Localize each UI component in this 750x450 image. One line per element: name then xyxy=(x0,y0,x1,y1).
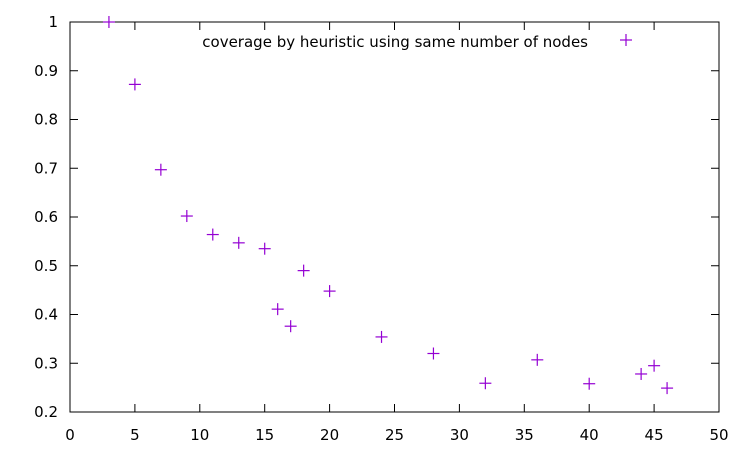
data-points xyxy=(102,16,674,395)
x-tick-label: 20 xyxy=(320,426,339,444)
data-point xyxy=(661,382,674,395)
data-point xyxy=(180,210,193,223)
data-point xyxy=(531,353,544,366)
data-point xyxy=(479,377,492,390)
data-point xyxy=(284,320,297,333)
data-point xyxy=(154,163,167,176)
data-point xyxy=(375,330,388,343)
legend-plus-marker xyxy=(620,34,632,46)
data-point xyxy=(271,303,284,316)
data-point xyxy=(323,285,336,298)
y-tick-label: 0.5 xyxy=(34,257,58,275)
y-tick-label: 0.4 xyxy=(34,306,58,324)
data-point xyxy=(648,359,661,372)
x-tick-label: 30 xyxy=(450,426,469,444)
data-point xyxy=(206,228,219,241)
y-tick-label: 0.9 xyxy=(34,62,58,80)
data-point xyxy=(427,347,440,360)
data-point xyxy=(232,236,245,249)
x-tick-label: 5 xyxy=(130,426,140,444)
y-tick-label: 1 xyxy=(48,13,58,31)
x-tick-label: 50 xyxy=(709,426,728,444)
x-tick-label: 0 xyxy=(65,426,75,444)
data-point xyxy=(258,242,271,255)
data-point xyxy=(102,16,115,28)
legend-label: coverage by heuristic using same number … xyxy=(202,33,588,51)
y-tick-label: 0.3 xyxy=(34,354,58,372)
x-tick-label: 10 xyxy=(190,426,209,444)
data-point xyxy=(128,78,141,91)
data-point xyxy=(635,367,648,380)
legend: coverage by heuristic using same number … xyxy=(202,33,632,51)
x-tick-label: 15 xyxy=(255,426,274,444)
y-tick-label: 0.6 xyxy=(34,208,58,226)
axes xyxy=(69,21,720,413)
y-tick-label: 0.7 xyxy=(34,159,58,177)
x-tick-label: 40 xyxy=(580,426,599,444)
x-tick-label: 45 xyxy=(645,426,664,444)
ticks: 0 5 10 15 20 25 30 35 40 45 50 0.2 0.3 0.4 0.5 0.6 0.7 0.… xyxy=(34,13,728,444)
x-tick-label: 35 xyxy=(515,426,534,444)
plot-frame xyxy=(69,21,720,413)
y-tick-label: 0.8 xyxy=(34,111,58,129)
y-tick-label: 0.2 xyxy=(34,403,58,421)
x-tick-label: 25 xyxy=(385,426,404,444)
data-point xyxy=(583,377,596,390)
data-point xyxy=(297,264,310,277)
legend-marker xyxy=(620,34,632,46)
